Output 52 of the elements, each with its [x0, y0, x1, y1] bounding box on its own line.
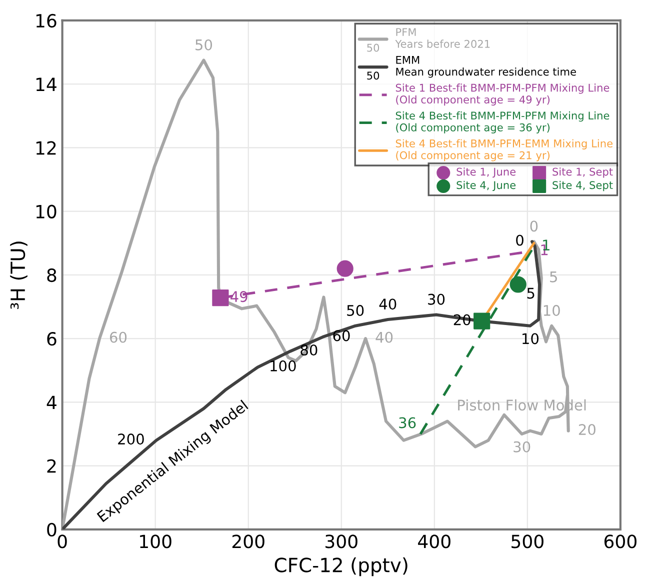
- point: [336, 260, 354, 277]
- y-tick-label: 12: [36, 141, 56, 155]
- legend-label: Site 4, Sept: [552, 180, 613, 192]
- annotation: 0: [516, 234, 524, 246]
- annotation: 0: [530, 220, 538, 232]
- legend-label: PFM Years before 2021: [395, 28, 490, 48]
- y-tick-label: 14: [36, 78, 56, 91]
- y-tick-label: 8: [47, 268, 56, 282]
- y-tick-label: 16: [36, 14, 56, 28]
- point: [510, 276, 526, 293]
- legend-label: Site 4 Best-fit BMM-PFM-EMM Mixing Line (Old component age = 21 yr): [396, 139, 612, 162]
- annotation: 30: [428, 294, 445, 305]
- annotation: 40: [376, 332, 393, 343]
- annotation: 5: [550, 272, 557, 282]
- annotation: 50: [367, 72, 380, 80]
- annotation: 40: [379, 298, 396, 310]
- legend-label: Site 4, June: [456, 180, 516, 192]
- x-tick-label: 600: [604, 534, 636, 548]
- annotation: 50: [367, 44, 380, 52]
- annotation: 80: [300, 344, 318, 356]
- y-tick-label: 2: [47, 459, 56, 473]
- annotation: 10: [522, 333, 539, 344]
- y-tick-label: 4: [46, 396, 56, 410]
- y-tick-label: 0: [47, 522, 56, 537]
- y-tick-label: 10: [36, 204, 56, 218]
- annotation: 20: [578, 424, 596, 436]
- legend-label: Site 1, Sept: [552, 168, 613, 178]
- annotation: 10: [544, 304, 560, 316]
- x-tick-label: 0: [58, 534, 67, 548]
- annotation: 5: [527, 288, 534, 299]
- annotation: 200: [118, 434, 144, 445]
- x-axis-title: CFC-12 (pptv): [274, 557, 408, 576]
- x-tick-label: 400: [418, 534, 450, 548]
- annotation: 50: [196, 39, 212, 50]
- annotation: 30: [514, 441, 530, 452]
- annotation: 36: [399, 417, 416, 428]
- legend-label: Site 1, June: [456, 168, 516, 178]
- y-axis-title: ³H (TU): [10, 242, 28, 309]
- x-tick-label: 100: [140, 534, 172, 548]
- point: [474, 312, 490, 330]
- annotation: 60: [110, 332, 127, 343]
- annotation: 100: [270, 360, 296, 372]
- legend-label: Site 4 Best-fit BMM-PFM-PFM Mixing Line (Old component age = 36 yr): [396, 111, 610, 134]
- x-tick-label: 300: [326, 534, 358, 548]
- legend-label: EMM Mean groundwater residence time: [396, 56, 576, 78]
- y-tick-label: 6: [47, 332, 56, 346]
- annotation: 50: [347, 304, 364, 316]
- legend-label: Site 1 Best-fit BMM-PFM-PFM Mixing Line (Old component age = 49 yr): [396, 84, 610, 106]
- annotation: 60: [333, 330, 350, 342]
- x-tick-label: 500: [512, 534, 544, 548]
- point: [212, 290, 229, 306]
- x-tick-label: 200: [232, 534, 264, 548]
